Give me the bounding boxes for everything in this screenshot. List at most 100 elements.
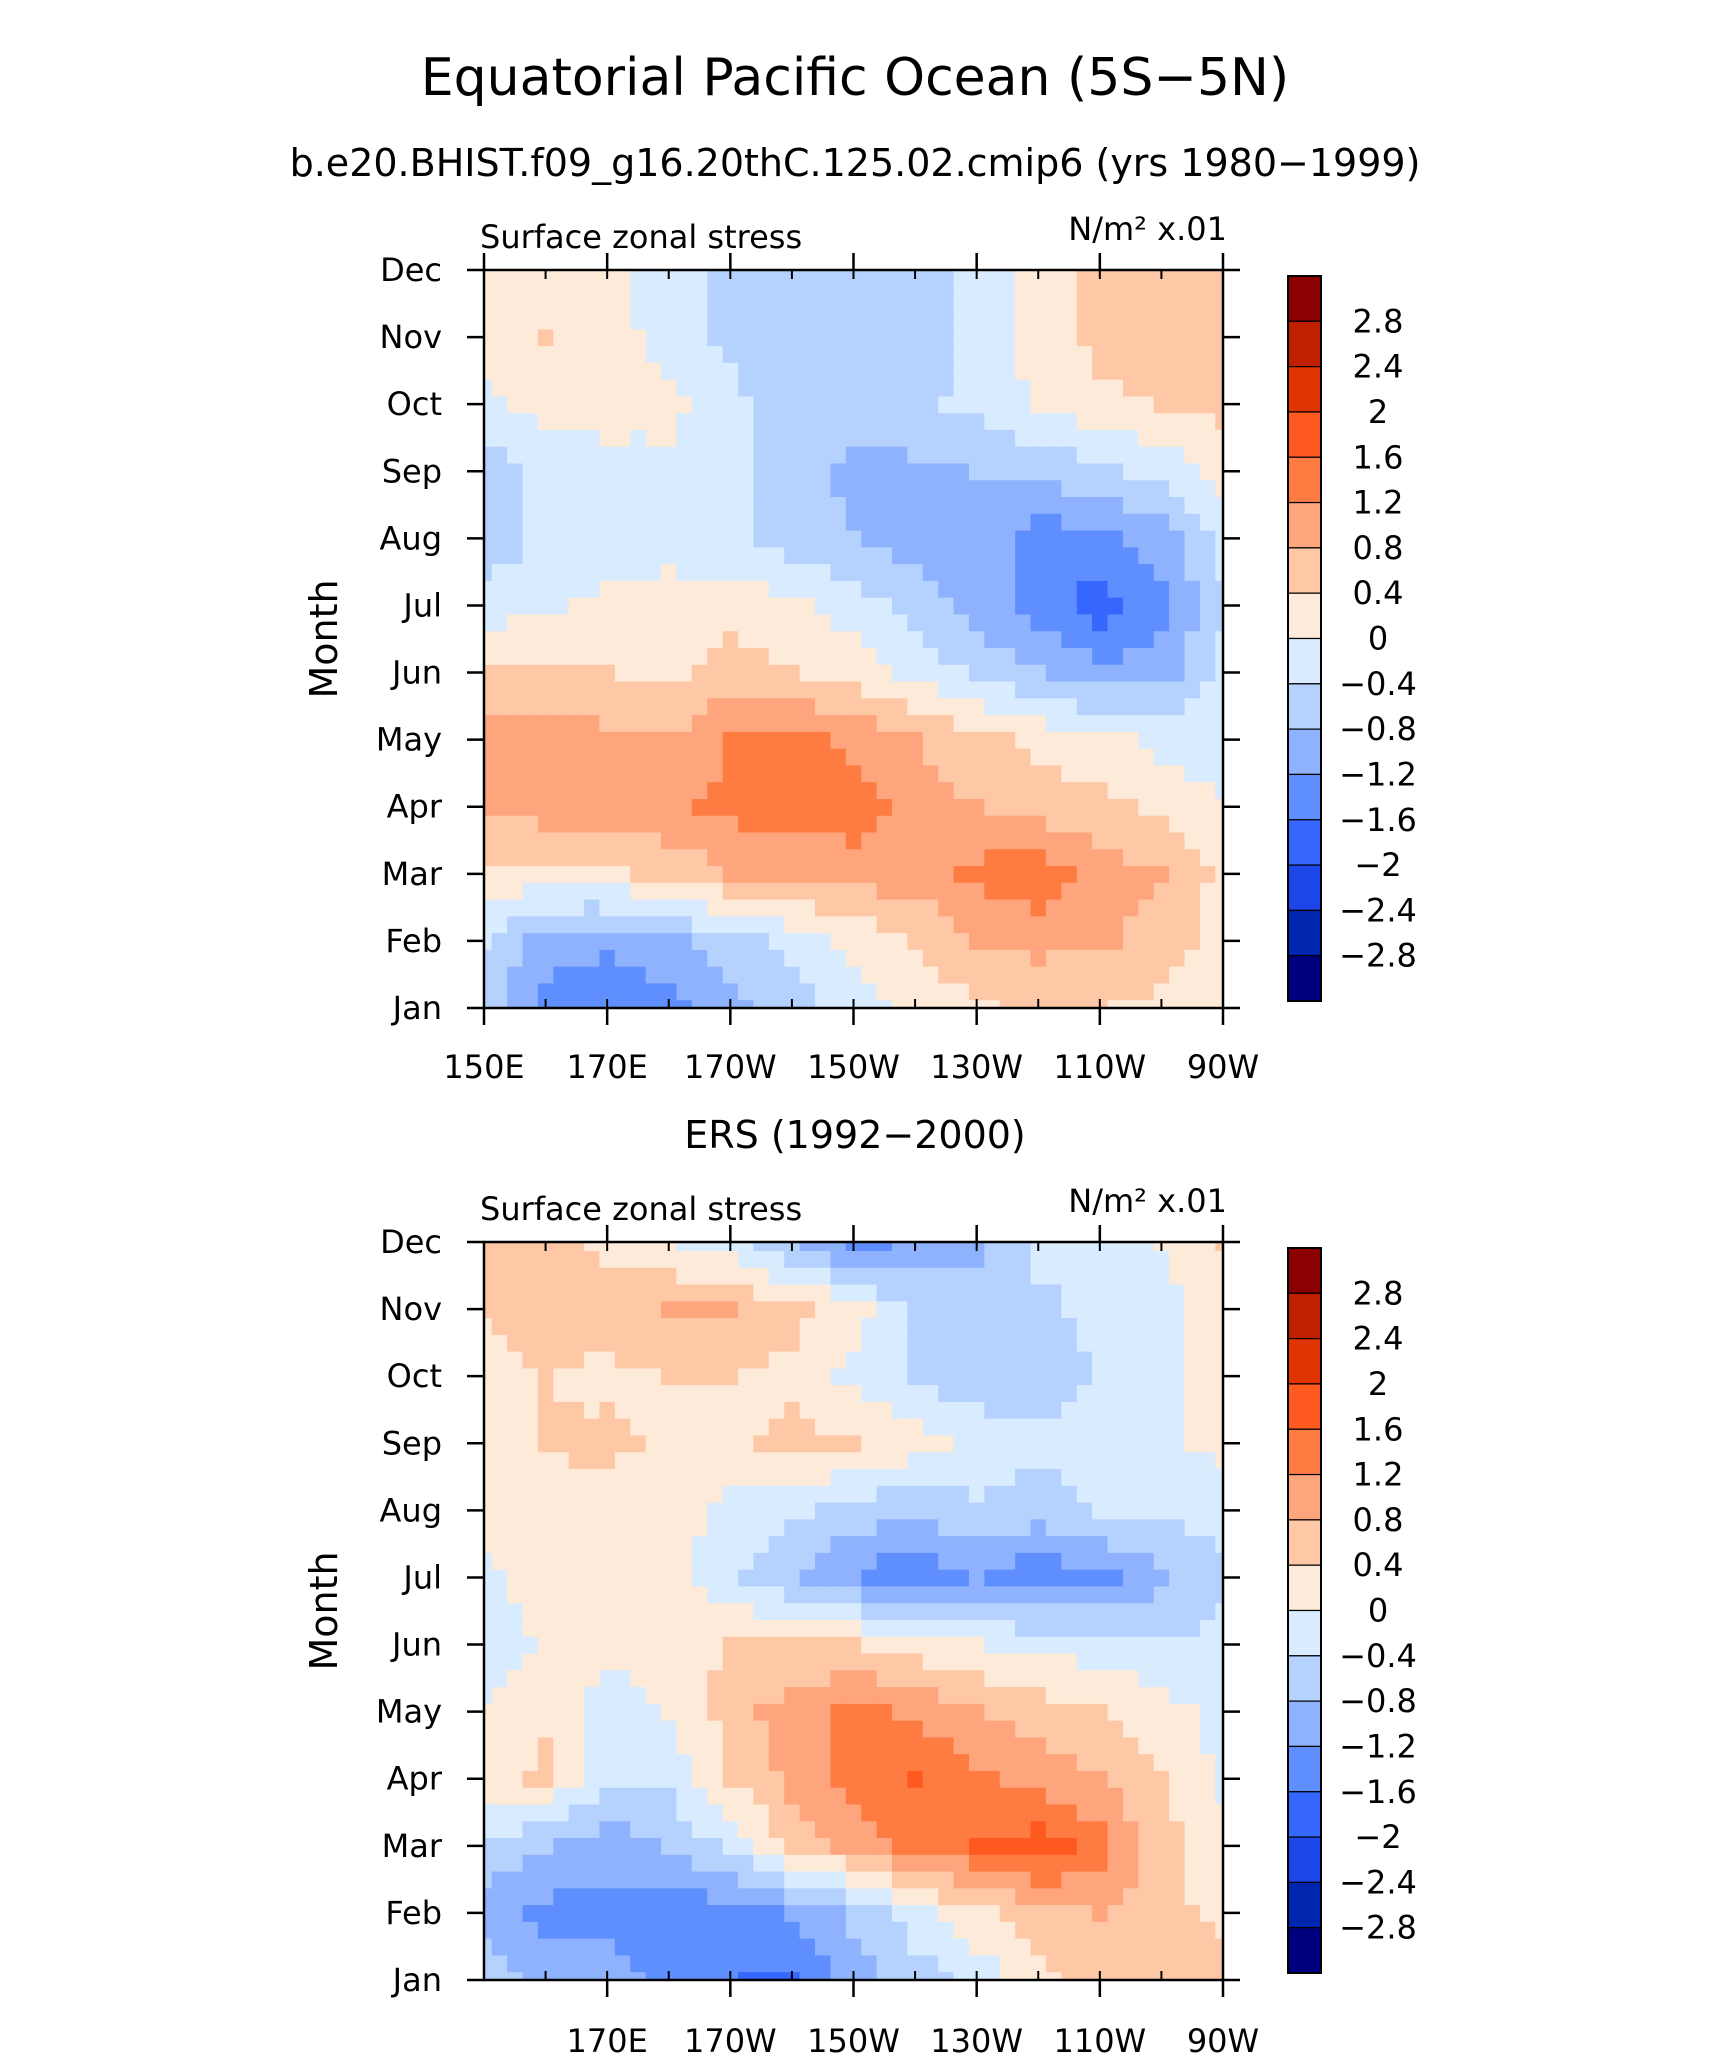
contour-cell [768,1367,785,1386]
contour-cell [784,429,801,447]
contour-cell [876,1803,893,1822]
contour-cell [1122,513,1139,531]
contour-cell [1076,1384,1093,1402]
contour-cell [1153,1434,1170,1453]
contour-cell [645,1300,662,1319]
contour-cell [907,362,924,380]
contour-cell [938,1854,955,1872]
contour-cell [1199,1652,1216,1671]
contour-cell [537,412,554,430]
contour-cell [984,429,1001,447]
contour-cell [815,1242,832,1251]
contour-cell [1015,697,1032,716]
contour-cell [584,580,601,598]
contour-cell [484,882,493,900]
contour-cell [553,1401,570,1419]
contour-cell [491,496,508,514]
contour-cell [968,1703,985,1721]
contour-cell [738,1887,755,1906]
contour-cell [953,697,970,716]
contour-cell [484,1418,493,1436]
contour-cell [861,748,878,766]
contour-cell [861,278,878,296]
contour-cell [676,1384,693,1402]
contour-cell [1138,1351,1155,1369]
contour-cell [1184,479,1201,498]
contour-cell [1184,630,1201,648]
contour-cell [599,1518,616,1537]
contour-cell [922,1887,939,1906]
contour-cell [1138,446,1155,464]
contour-cell [861,328,878,347]
right-string: N/m² x.01 [1068,1182,1227,1220]
contour-cell [537,1954,554,1973]
contour-cell [984,781,1001,799]
contour-cell [722,882,739,900]
contour-cell [984,1703,1001,1721]
contour-cell [1215,898,1224,917]
contour-cell [953,1820,970,1839]
contour-cell [484,270,493,279]
contour-cell [1045,563,1062,581]
contour-cell [1076,597,1093,615]
contour-cell [938,664,955,682]
contour-cell [1153,932,1170,950]
contour-cell [599,764,616,783]
contour-cell [922,798,939,816]
y-tick-label: Dec [380,251,442,289]
contour-cell [1107,1652,1124,1671]
contour-cell [1199,1384,1216,1402]
colorbar-box [1287,1655,1322,1702]
contour-cell [830,1552,847,1570]
contour-cell [999,697,1016,716]
contour-cell [707,1753,724,1771]
contour-cell [999,1418,1016,1436]
contour-cell [907,496,924,514]
contour-cell [707,1703,724,1721]
contour-cell [568,1619,585,1637]
contour-cell [1107,1518,1124,1537]
contour-cell [830,882,847,900]
contour-cell [1030,764,1047,783]
contour-cell [1061,395,1078,414]
contour-cell [1076,1283,1093,1302]
contour-cell [484,1938,493,1956]
contour-cell [661,1619,678,1637]
contour-cell [1076,1267,1093,1285]
contour-cell [1169,597,1186,615]
contour-cell [738,1720,755,1738]
contour-cell [630,412,647,430]
contour-cell [568,529,585,548]
contour-cell [1215,1619,1224,1637]
contour-cell [907,1518,924,1537]
contour-cell [1015,1803,1032,1822]
contour-cell [768,748,785,766]
contour-cell [1076,915,1093,934]
contour-cell [938,311,955,330]
contour-cell [1199,865,1216,883]
contour-cell [861,1418,878,1436]
contour-cell [953,462,970,481]
contour-cell [707,270,724,279]
contour-cell [707,999,724,1009]
contour-cell [676,999,693,1009]
contour-cell [584,1501,601,1520]
contour-cell [522,1837,539,1855]
contour-cell [953,1954,970,1973]
contour-cell [784,446,801,464]
contour-cell [738,999,755,1009]
contour-cell [845,630,862,648]
contour-cell [491,1250,508,1268]
contour-cell [1015,1518,1032,1537]
contour-cell [1199,1686,1216,1704]
y-tick-label: May [376,1693,442,1731]
contour-cell [553,1703,570,1721]
contour-cell [568,1669,585,1688]
contour-cell [799,1686,816,1704]
contour-cell [891,1971,908,1981]
contour-cell [491,479,508,498]
contour-cell [922,1787,939,1805]
contour-cell [568,1954,585,1973]
contour-cell [584,1334,601,1352]
contour-cell [645,1267,662,1285]
